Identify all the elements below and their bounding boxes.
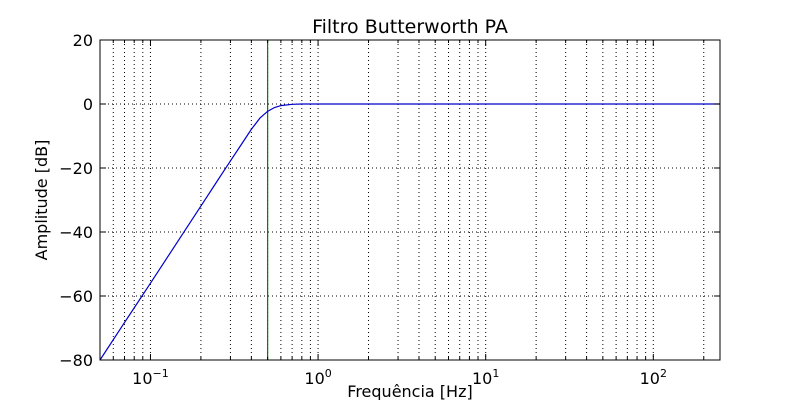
- x-tick-label-exponent: −1: [153, 367, 169, 380]
- x-axis-label: Frequência [Hz]: [347, 382, 472, 400]
- x-tick-label-exponent: 0: [325, 367, 332, 380]
- y-tick-label: 0: [83, 95, 93, 114]
- y-axis-label: Amplitude [dB]: [32, 140, 51, 261]
- series-line: [99, 103, 720, 361]
- y-tick-label: −80: [59, 351, 93, 370]
- y-tick-label: −60: [59, 287, 93, 306]
- x-tick-label: 10−1: [132, 367, 169, 388]
- plot-layer: [99, 40, 720, 361]
- x-tick-label-base: 10: [304, 369, 324, 388]
- x-tick-label: 102: [640, 367, 667, 388]
- y-tick-label: −20: [59, 159, 93, 178]
- y-tick-label: 20: [73, 31, 93, 50]
- x-tick-label-base: 10: [132, 369, 152, 388]
- x-tick-label: 101: [472, 367, 499, 388]
- x-tick-label-base: 10: [472, 369, 492, 388]
- plot-frame: [99, 39, 721, 361]
- x-tick-label-exponent: 1: [492, 367, 499, 380]
- x-tick-label-base: 10: [640, 369, 660, 388]
- grid: [99, 39, 720, 361]
- x-tick-label-exponent: 2: [660, 367, 667, 380]
- x-tick-label: 100: [304, 367, 331, 388]
- chart-title: Filtro Butterworth PA: [312, 16, 508, 38]
- ticks: [99, 39, 720, 361]
- y-tick-label: −40: [59, 223, 93, 242]
